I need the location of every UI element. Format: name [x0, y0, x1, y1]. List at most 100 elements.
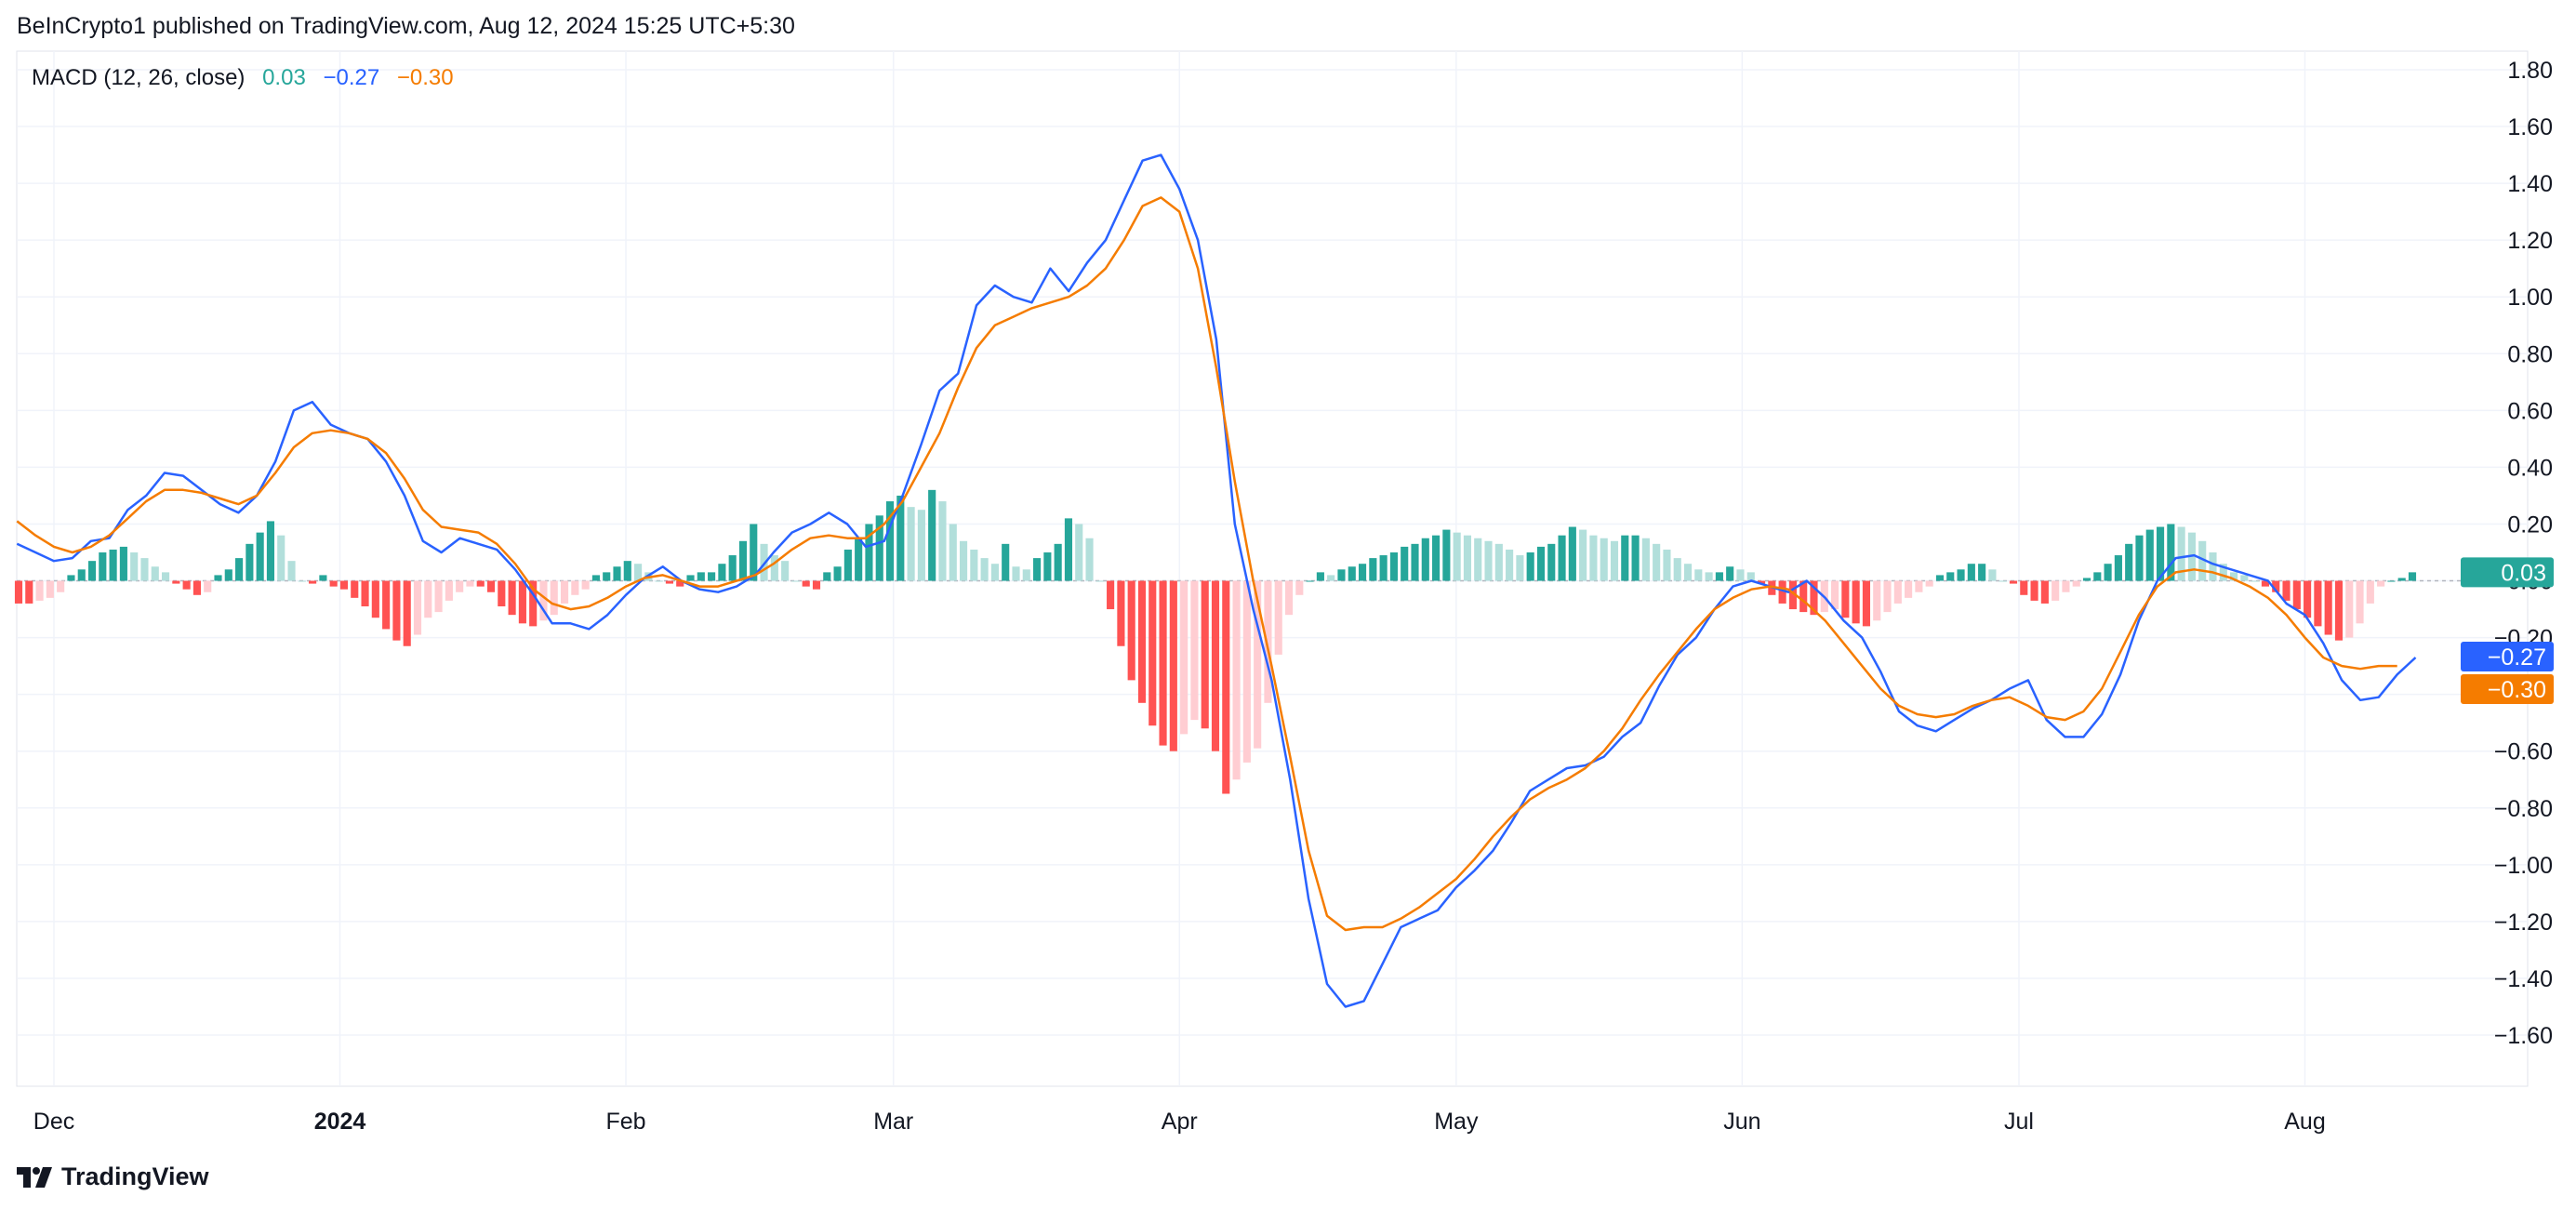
histogram-bar: [1295, 580, 1304, 595]
histogram-bar: [339, 580, 349, 590]
tradingview-brand: TradingView: [61, 1162, 209, 1190]
histogram-bar: [2292, 580, 2301, 610]
histogram-bar: [1401, 546, 1409, 581]
histogram-bar: [676, 580, 684, 587]
histogram-bar: [109, 549, 117, 581]
histogram-bar: [182, 580, 191, 590]
histogram-bar: [560, 580, 569, 604]
histogram-bar: [1180, 580, 1188, 735]
histogram-bar: [781, 561, 790, 581]
histogram-bar: [1169, 580, 1177, 751]
indicator-name[interactable]: MACD (12, 26, close): [32, 65, 246, 90]
histogram-bar: [371, 580, 379, 618]
histogram-bar: [959, 540, 968, 581]
histogram-bar: [812, 580, 821, 590]
value-badge-label: −0.30: [2488, 677, 2546, 703]
histogram-bar: [1012, 566, 1020, 581]
histogram-bar: [1474, 538, 1482, 581]
y-tick-label: 1.00: [2507, 285, 2553, 311]
tradingview-logo[interactable]: TradingView: [17, 1162, 209, 1191]
histogram-bar: [1883, 580, 1892, 613]
publish-info: BeInCrypto1 published on TradingView.com…: [17, 13, 795, 39]
histogram-bar: [697, 572, 705, 581]
histogram-bar: [498, 580, 506, 607]
histogram-bar: [1589, 535, 1598, 581]
histogram-bar: [99, 552, 107, 581]
histogram-bar: [1159, 580, 1167, 746]
y-tick-label: −1.20: [2494, 910, 2553, 936]
histogram-bar: [67, 575, 75, 581]
histogram-bar: [2356, 580, 2364, 624]
histogram-bar: [266, 521, 275, 581]
x-tick-label: Jun: [1723, 1109, 1760, 1135]
histogram-bar: [2387, 580, 2396, 582]
value-badge-label: 0.03: [2501, 560, 2546, 586]
histogram-bar: [486, 580, 496, 592]
histogram-bar: [1831, 580, 1839, 610]
histogram-bar: [1988, 569, 1997, 581]
y-tick-label: 1.60: [2507, 114, 2553, 140]
histogram-bar: [2082, 578, 2091, 581]
y-tick-label: −1.00: [2494, 853, 2553, 879]
histogram-bar: [802, 580, 810, 587]
legend-histogram-value: 0.03: [262, 65, 306, 90]
histogram-bar: [581, 580, 590, 590]
histogram-bar: [1694, 569, 1703, 581]
histogram-bar: [57, 580, 65, 592]
histogram-bar: [172, 580, 180, 584]
x-tick-label: Jul: [2004, 1109, 2034, 1135]
histogram-bar: [1022, 569, 1030, 581]
histogram-bar: [46, 580, 54, 598]
histogram-bar: [2114, 555, 2122, 581]
histogram-bar: [2072, 580, 2080, 587]
histogram-bar: [1516, 555, 1524, 581]
histogram-bar: [1190, 580, 1199, 721]
histogram-bar: [1107, 580, 1115, 610]
histogram-bar: [896, 495, 905, 581]
histogram-bar: [2030, 580, 2038, 601]
x-tick-label: Dec: [33, 1109, 74, 1135]
histogram-bar: [529, 580, 538, 627]
histogram-bar: [623, 561, 631, 581]
histogram-bar: [1389, 552, 1398, 581]
histogram-bar: [2324, 580, 2332, 635]
histogram-bar: [917, 510, 925, 581]
histogram-bar: [2366, 580, 2374, 604]
histogram-bar: [855, 538, 863, 581]
histogram-bar: [1421, 538, 1429, 581]
histogram-bar: [1568, 526, 1576, 581]
histogram-bar: [1075, 524, 1083, 581]
histogram-bar: [655, 580, 663, 582]
histogram-bar: [130, 552, 139, 581]
histogram-bar: [392, 580, 401, 641]
y-tick-label: 0.80: [2507, 341, 2553, 367]
histogram-bar: [456, 580, 464, 592]
histogram-bar: [1946, 572, 1955, 581]
indicator-legend[interactable]: MACD (12, 26, close) 0.03 −0.27 −0.30: [32, 65, 465, 91]
histogram-bar: [665, 580, 674, 584]
legend-signal-value: −0.30: [396, 65, 454, 90]
y-tick-label: 1.40: [2507, 171, 2553, 197]
histogram-bar: [1358, 564, 1367, 581]
histogram-bar: [980, 558, 989, 581]
histogram-bar: [246, 543, 254, 581]
value-badge: [2461, 674, 2554, 704]
histogram-bar: [1043, 552, 1052, 581]
histogram-bar: [1002, 543, 1010, 581]
histogram-bar: [235, 558, 244, 581]
histogram-bar: [361, 580, 369, 607]
histogram-bar: [1284, 580, 1294, 616]
histogram-bar: [1663, 549, 1671, 581]
histogram-bar: [1893, 580, 1902, 604]
histogram-bar: [329, 580, 338, 587]
y-tick-label: 0.20: [2507, 512, 2553, 538]
histogram-bar: [1442, 529, 1451, 581]
y-tick-label: 1.80: [2507, 58, 2553, 84]
histogram-bar: [1705, 572, 1713, 581]
histogram-bar: [539, 580, 548, 621]
histogram-bar: [161, 572, 170, 581]
histogram-bar: [843, 549, 852, 581]
histogram-bar: [1453, 532, 1461, 581]
histogram-bar: [949, 524, 957, 581]
